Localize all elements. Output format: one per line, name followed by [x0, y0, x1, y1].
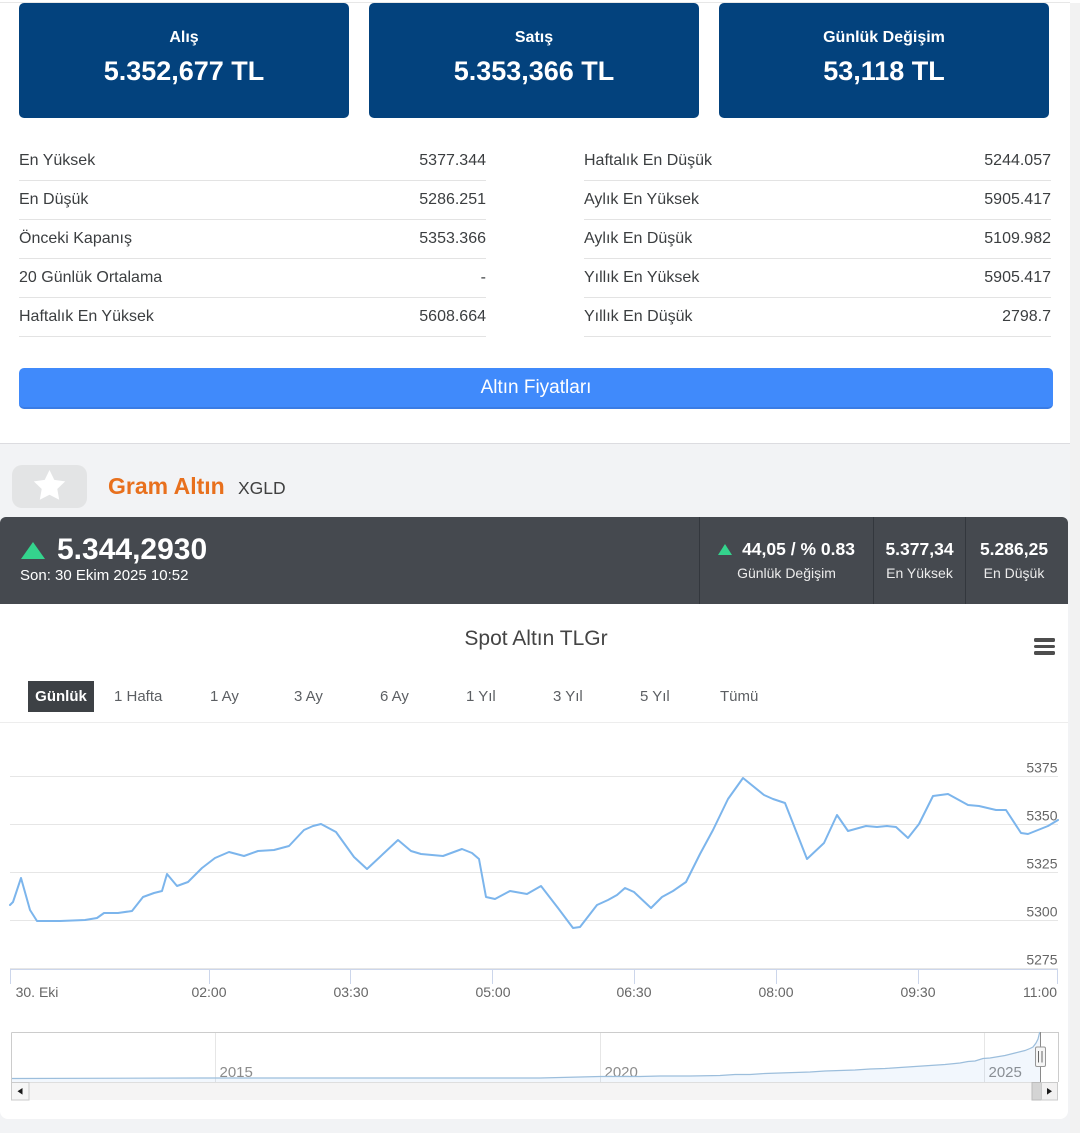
svg-text:5325: 5325 — [1026, 856, 1057, 872]
svg-text:02:00: 02:00 — [191, 984, 226, 1000]
svg-text:5350: 5350 — [1026, 808, 1057, 824]
svg-text:11:00: 11:00 — [1023, 984, 1057, 1000]
svg-text:5275: 5275 — [1026, 952, 1057, 968]
svg-text:30. Eki: 30. Eki — [16, 984, 59, 1000]
svg-text:03:30: 03:30 — [333, 984, 368, 1000]
svg-text:2015: 2015 — [220, 1064, 253, 1081]
svg-text:5375: 5375 — [1026, 760, 1057, 776]
svg-text:05:00: 05:00 — [475, 984, 510, 1000]
svg-text:2025: 2025 — [989, 1064, 1022, 1081]
svg-text:06:30: 06:30 — [616, 984, 651, 1000]
svg-text:09:30: 09:30 — [900, 984, 935, 1000]
svg-text:08:00: 08:00 — [758, 984, 793, 1000]
svg-text:5300: 5300 — [1026, 904, 1057, 920]
